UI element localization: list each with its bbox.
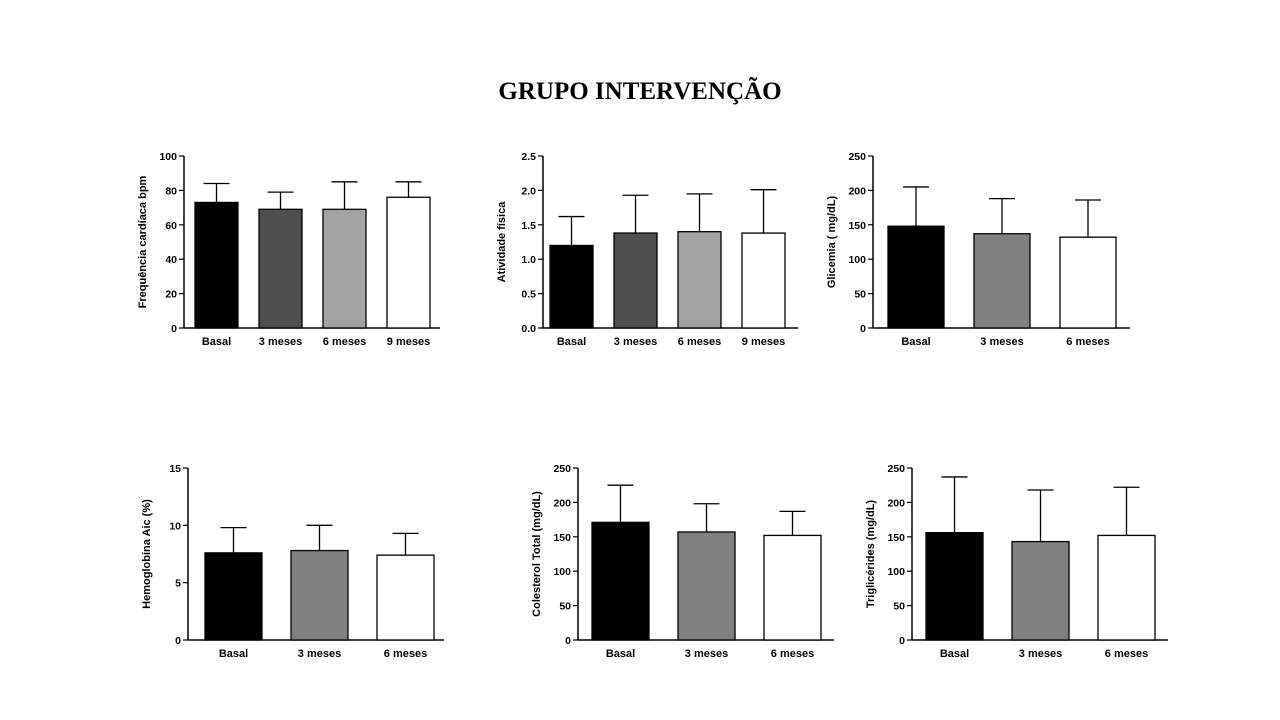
y-tick-label: 200	[848, 185, 866, 197]
y-axis-title: Glicemia ( mg/dL)	[826, 196, 838, 289]
x-category-label: Basal	[901, 336, 930, 348]
x-category-label: 9 meses	[742, 336, 785, 348]
x-category-label: 9 meses	[387, 336, 430, 348]
bar-2	[1011, 540, 1070, 641]
bar-1	[194, 201, 239, 329]
y-tick-label: 150	[553, 532, 571, 544]
x-category-label: 6 meses	[1105, 648, 1148, 660]
bar-3	[1059, 236, 1117, 329]
y-axis-title: Atividade física	[496, 201, 508, 283]
y-tick-label: 1.5	[521, 220, 536, 232]
x-category-label: Basal	[202, 336, 231, 348]
bar-3	[376, 554, 435, 641]
y-axis-title: Colesterol Total (mg/dL)	[531, 491, 543, 617]
y-tick-label: 200	[887, 497, 905, 509]
bar-2	[290, 549, 349, 641]
bar-4	[386, 196, 431, 329]
x-category-label: 3 meses	[980, 336, 1023, 348]
bar-3	[677, 231, 722, 329]
x-category-label: Basal	[557, 336, 586, 348]
x-category-label: 3 meses	[298, 648, 341, 660]
y-tick-label: 40	[165, 254, 177, 266]
bar-2	[258, 208, 303, 329]
y-tick-label: 1.0	[521, 254, 536, 266]
page-title: GRUPO INTERVENÇÃO	[498, 78, 782, 105]
bar-3	[1097, 534, 1156, 641]
y-tick-label: 150	[887, 532, 905, 544]
y-tick-label: 80	[165, 185, 177, 197]
bar-2	[677, 531, 736, 641]
y-tick-label: 2.0	[521, 185, 536, 197]
y-tick-label: 0	[175, 635, 181, 647]
bar-2	[613, 232, 658, 329]
bar-1	[887, 225, 945, 329]
y-tick-label: 250	[887, 463, 905, 475]
x-category-label: Basal	[606, 648, 635, 660]
y-tick-label: 0	[171, 323, 177, 335]
x-category-label: 3 meses	[1019, 648, 1062, 660]
bar-4	[741, 232, 786, 329]
y-tick-label: 0.0	[521, 323, 536, 335]
y-tick-label: 0	[860, 323, 866, 335]
bar-3	[322, 208, 367, 329]
y-tick-label: 100	[848, 254, 866, 266]
x-category-label: 6 meses	[384, 648, 427, 660]
y-tick-label: 50	[559, 601, 571, 613]
y-tick-label: 100	[159, 151, 177, 163]
x-category-label: Basal	[219, 648, 248, 660]
x-category-label: 3 meses	[685, 648, 728, 660]
y-tick-label: 100	[553, 566, 571, 578]
bar-1	[925, 532, 984, 641]
y-tick-label: 15	[169, 463, 181, 475]
y-axis-title: Frequência cardíaca bpm	[137, 175, 149, 308]
x-category-label: 6 meses	[678, 336, 721, 348]
y-tick-label: 60	[165, 220, 177, 232]
y-tick-label: 2.5	[521, 151, 536, 163]
x-category-label: 6 meses	[1066, 336, 1109, 348]
x-category-label: Basal	[940, 648, 969, 660]
y-tick-label: 200	[553, 497, 571, 509]
y-tick-label: 50	[893, 601, 905, 613]
y-tick-label: 150	[848, 220, 866, 232]
y-tick-label: 100	[887, 566, 905, 578]
x-category-label: 3 meses	[614, 336, 657, 348]
x-category-label: 3 meses	[259, 336, 302, 348]
bar-1	[549, 244, 594, 329]
bar-1	[591, 521, 650, 641]
y-axis-title: Hemoglobina Aic (%)	[141, 499, 153, 609]
y-tick-label: 10	[169, 520, 181, 532]
y-tick-label: 250	[848, 151, 866, 163]
y-tick-label: 250	[553, 463, 571, 475]
bar-1	[204, 552, 263, 641]
x-category-label: 6 meses	[323, 336, 366, 348]
bar-2	[973, 233, 1031, 329]
y-tick-label: 0	[899, 635, 905, 647]
x-category-label: 6 meses	[771, 648, 814, 660]
y-tick-label: 20	[165, 289, 177, 301]
bar-3	[763, 534, 822, 641]
y-tick-label: 0.5	[521, 289, 536, 301]
y-tick-label: 5	[175, 578, 181, 590]
y-tick-label: 50	[854, 289, 866, 301]
y-axis-title: Triglicérides (mg/dL)	[865, 500, 877, 609]
y-tick-label: 0	[565, 635, 571, 647]
